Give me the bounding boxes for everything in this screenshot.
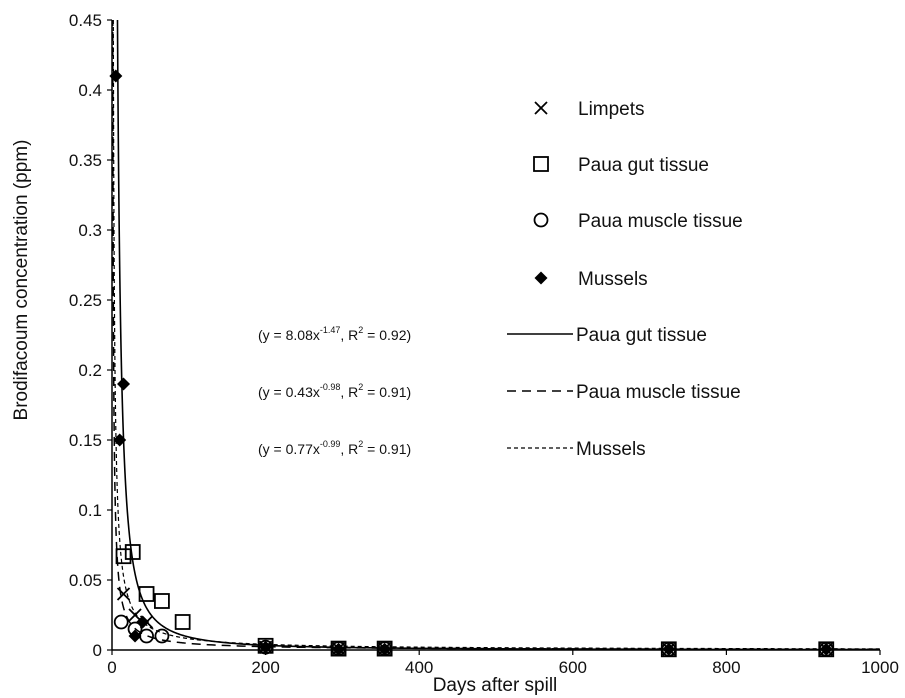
point-paua-gut-tissue (115, 548, 132, 565)
x-tick-label: 0 (107, 658, 116, 677)
x-tick-label: 200 (251, 658, 279, 677)
point-mussels (128, 629, 142, 643)
legend: Limpets Paua gut tissue Paua muscle tissue… (507, 99, 743, 460)
y-tick-label: 0.15 (69, 431, 102, 450)
data-points (109, 69, 835, 658)
point-paua-muscle-tissue (139, 628, 154, 644)
fit-lines (112, 20, 880, 650)
equation-part: -1.47 (320, 325, 341, 335)
equation-part: 2 (358, 325, 363, 335)
point-mussels (332, 642, 346, 656)
point-paua-gut-tissue (154, 593, 170, 609)
equation-part: , R (340, 441, 358, 457)
point-paua-gut-tissue (174, 614, 191, 630)
x-tick-label: 1000 (861, 658, 899, 677)
y-tick-label: 0.05 (69, 571, 102, 590)
equation-part: = 0.91) (363, 384, 411, 400)
legend-label-paua-gut-tissue: Paua gut tissue (578, 155, 709, 176)
legend-fit-label-mussels: Mussels (576, 439, 646, 460)
equation-part: = 0.92) (363, 327, 411, 343)
fit-line-paua-gut-tissue (116, 20, 880, 650)
point-mussels (378, 642, 392, 656)
legend-marker-paua-muscle-tissue (533, 212, 549, 228)
x-axis-title: Days after spill (433, 675, 558, 696)
point-mussels (113, 433, 127, 447)
y-tick-label: 0 (93, 641, 102, 660)
y-axis-title: Brodifacoum concentration (ppm) (11, 140, 32, 421)
x-axis-ticks: 0 200 400 600 800 1000 (107, 650, 899, 677)
y-tick-label: 0.4 (78, 81, 102, 100)
legend-fit-label-paua-gut-tissue: Paua gut tissue (576, 325, 707, 346)
equation-part: (y = 0.43x (258, 384, 320, 400)
fit-line-mussels (112, 20, 880, 650)
fit-equation-mussels: (y = 0.77x-0.99, R2 = 0.91) (258, 439, 411, 457)
y-tick-label: 0.25 (69, 291, 102, 310)
equation-part: , R (340, 327, 358, 343)
y-tick-label: 0.1 (78, 501, 102, 520)
point-mussels (259, 640, 273, 654)
axes (111, 20, 880, 651)
y-axis-ticks: 0 0.05 0.1 0.15 0.2 0.25 0.3 0.35 0.4 0.45 (69, 11, 112, 660)
fit-equation-paua-gut-tissue: (y = 8.08x-1.47, R2 = 0.92) (258, 325, 411, 343)
equation-part: 2 (358, 439, 363, 449)
y-tick-label: 0.45 (69, 11, 102, 30)
legend-fit-label-paua-muscle-tissue: Paua muscle tissue (576, 382, 741, 403)
equation-part: (y = 8.08x (258, 327, 320, 343)
point-paua-gut-tissue (124, 544, 141, 560)
fit-equations: (y = 8.08x-1.47, R2 = 0.92)(y = 0.43x-0.… (258, 325, 411, 457)
fit-line-paua-muscle-tissue (112, 20, 880, 650)
x-tick-label: 800 (712, 658, 740, 677)
legend-label-limpets: Limpets (578, 99, 645, 120)
y-tick-label: 0.35 (69, 151, 102, 170)
equation-part: = 0.91) (363, 441, 411, 457)
equation-part: -0.99 (320, 439, 341, 449)
legend-marker-paua-gut-tissue (533, 156, 549, 172)
point-mussels (662, 642, 676, 656)
point-mussels (109, 69, 123, 83)
point-limpets (116, 587, 131, 601)
equation-part: -0.98 (320, 382, 341, 392)
equation-part: (y = 0.77x (258, 441, 320, 457)
point-paua-muscle-tissue (154, 628, 170, 644)
point-limpets (128, 608, 142, 622)
x-tick-label: 600 (559, 658, 587, 677)
fit-equation-paua-muscle-tissue: (y = 0.43x-0.98, R2 = 0.91) (258, 382, 411, 400)
legend-marker-limpets (534, 101, 548, 115)
legend-label-paua-muscle-tissue: Paua muscle tissue (578, 211, 743, 232)
y-tick-label: 0.2 (78, 361, 102, 380)
x-tick-label: 400 (405, 658, 433, 677)
legend-marker-mussels (534, 271, 548, 285)
point-mussels (136, 615, 150, 629)
y-tick-label: 0.3 (78, 221, 102, 240)
equation-part: 2 (358, 382, 363, 392)
point-mussels (117, 377, 131, 391)
legend-label-mussels: Mussels (578, 269, 648, 290)
point-paua-gut-tissue (138, 586, 155, 602)
point-paua-muscle-tissue (113, 614, 129, 630)
equation-part: , R (340, 384, 358, 400)
point-mussels (819, 642, 833, 656)
